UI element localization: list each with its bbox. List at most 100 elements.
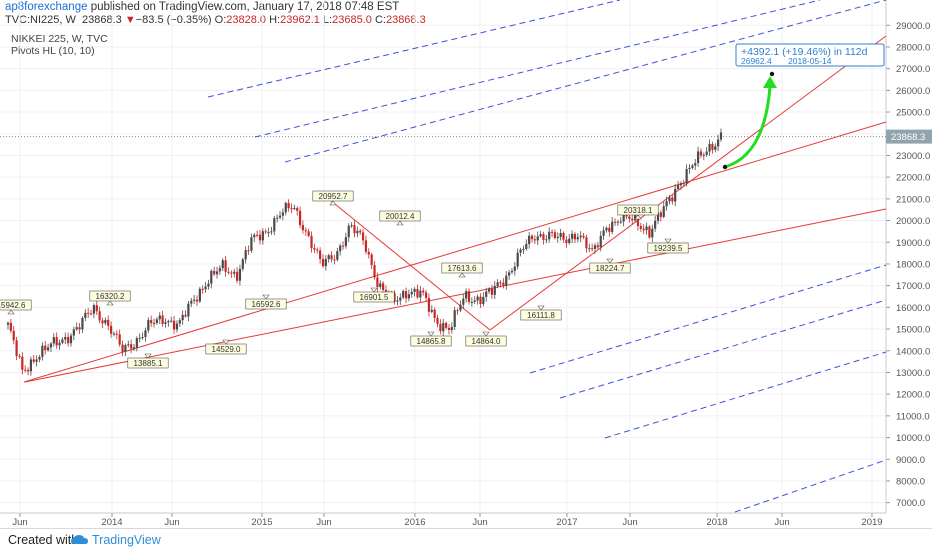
pivot-pointer bbox=[329, 200, 337, 206]
candle-body bbox=[24, 369, 27, 371]
candle-body bbox=[582, 235, 585, 238]
candle-body bbox=[155, 319, 158, 323]
candle-body bbox=[476, 296, 479, 301]
candle-body bbox=[115, 333, 118, 335]
pivot-pointer bbox=[606, 258, 614, 264]
candle-body bbox=[178, 320, 181, 324]
time-axis[interactable]: Jun 2014 Jun 2015 Jun 2016 Jun 2017 Jun 2018 Jun 20… bbox=[12, 513, 883, 528]
publish-header: ap8forexchange published on TradingView.… bbox=[5, 1, 399, 13]
candle-body bbox=[467, 291, 471, 302]
pivot-label: 14865.8 bbox=[417, 337, 446, 346]
candle-body bbox=[602, 230, 605, 236]
candle-body bbox=[341, 245, 345, 247]
candle-body bbox=[92, 305, 96, 314]
candle-body bbox=[267, 232, 270, 234]
x-tick-label: 2017 bbox=[556, 517, 577, 528]
pivot-pointer bbox=[537, 305, 545, 311]
candle-body bbox=[164, 322, 167, 324]
y-tick-label: 12000.0 bbox=[896, 390, 930, 401]
indicator-legend[interactable]: Pivots HL (10, 10) bbox=[11, 45, 95, 57]
candle-body bbox=[184, 314, 187, 317]
candle-body bbox=[404, 291, 408, 299]
pivot-label: 20012.4 bbox=[386, 212, 415, 221]
candle-body bbox=[270, 231, 273, 233]
candle-body bbox=[622, 211, 625, 222]
candle-body bbox=[616, 221, 620, 223]
down-arrow-icon: ▼ bbox=[124, 14, 136, 26]
high-value: 23962.1 bbox=[280, 14, 320, 26]
candle-body bbox=[147, 320, 150, 331]
price-axis[interactable]: 7000.0 8000.0 9000.0 10000.0 11000.0 12000.0 1… bbox=[886, 21, 932, 509]
pivot-pointer bbox=[396, 220, 404, 226]
channel-line-blue bbox=[604, 351, 887, 439]
candle-body bbox=[32, 359, 35, 362]
candle-body bbox=[651, 228, 654, 238]
y-tick-label: 17000.0 bbox=[896, 281, 930, 292]
pivot-label: 14529.0 bbox=[212, 345, 241, 354]
candle-body bbox=[316, 249, 319, 251]
candle-body bbox=[124, 345, 127, 352]
channel-line-blue bbox=[284, 0, 887, 163]
projection-price: 26962.4 bbox=[741, 56, 772, 66]
pivot-pointer bbox=[482, 331, 490, 337]
candle-body bbox=[519, 249, 522, 253]
candle-body bbox=[591, 248, 594, 250]
candle-body bbox=[158, 315, 161, 320]
price-chart[interactable]: 15942.6 16320.2 13885.1 14529.0 16592.6 20952… bbox=[0, 0, 932, 528]
candle-body bbox=[487, 288, 491, 292]
projection-date: 2018-05-14 bbox=[788, 56, 832, 66]
candle-body bbox=[52, 337, 55, 344]
pivot-label: 18224.7 bbox=[596, 264, 625, 273]
candle-body bbox=[508, 272, 511, 276]
pivot-label: 16320.2 bbox=[96, 292, 125, 301]
candle-body bbox=[138, 337, 141, 339]
candle-body bbox=[132, 347, 136, 349]
candle-body bbox=[264, 231, 267, 233]
close-label: C: bbox=[374, 14, 386, 26]
candle-body bbox=[550, 231, 554, 233]
candle-body bbox=[648, 226, 651, 238]
pivot-label: 16592.6 bbox=[252, 300, 281, 309]
pivot-label: 14864.0 bbox=[472, 337, 501, 346]
candle-body bbox=[181, 314, 184, 321]
candle-body bbox=[490, 288, 494, 295]
candle-body bbox=[121, 344, 124, 352]
candle-body bbox=[361, 232, 365, 241]
tradingview-logo-text[interactable]: TradingView bbox=[92, 533, 161, 547]
candle-body bbox=[373, 265, 376, 278]
y-tick-label: 28000.0 bbox=[896, 42, 930, 53]
candle-body bbox=[685, 169, 688, 184]
candle-body bbox=[284, 203, 287, 213]
candle-body bbox=[665, 201, 668, 207]
y-tick-label: 10000.0 bbox=[896, 433, 930, 444]
candle-body bbox=[430, 309, 433, 312]
pivot-pointer bbox=[106, 300, 114, 306]
candle-body bbox=[499, 282, 502, 284]
candle-body bbox=[6, 322, 10, 325]
candle-body bbox=[654, 220, 657, 229]
candle-body bbox=[213, 270, 216, 275]
y-tick-label: 23000.0 bbox=[896, 151, 930, 162]
candle-body bbox=[568, 238, 571, 243]
candle-body bbox=[244, 250, 247, 260]
candle-body bbox=[407, 294, 410, 299]
pivot-label: 20318.1 bbox=[624, 206, 653, 215]
candle-body bbox=[207, 283, 210, 287]
candle-body bbox=[553, 232, 557, 239]
candle-body bbox=[46, 347, 50, 351]
candle-body bbox=[301, 225, 305, 231]
y-tick-label: 14000.0 bbox=[896, 346, 930, 357]
pivot-pointer bbox=[458, 272, 466, 278]
candle-body bbox=[336, 251, 339, 260]
candle-body bbox=[688, 167, 691, 170]
candle-body bbox=[576, 237, 579, 240]
y-tick-label: 22000.0 bbox=[896, 173, 930, 184]
x-tick-label: 2014 bbox=[101, 517, 122, 528]
candle-body bbox=[639, 226, 642, 229]
candle-body bbox=[465, 291, 468, 299]
author-link[interactable]: ap8forexchange bbox=[5, 1, 88, 13]
ohlc-header: TVC:NI225, W 23868.3 ▼−83.5 (−0.35%) O:2… bbox=[5, 14, 426, 26]
candle-body bbox=[69, 335, 73, 344]
candle-body bbox=[319, 250, 322, 260]
candle-body bbox=[118, 334, 121, 345]
